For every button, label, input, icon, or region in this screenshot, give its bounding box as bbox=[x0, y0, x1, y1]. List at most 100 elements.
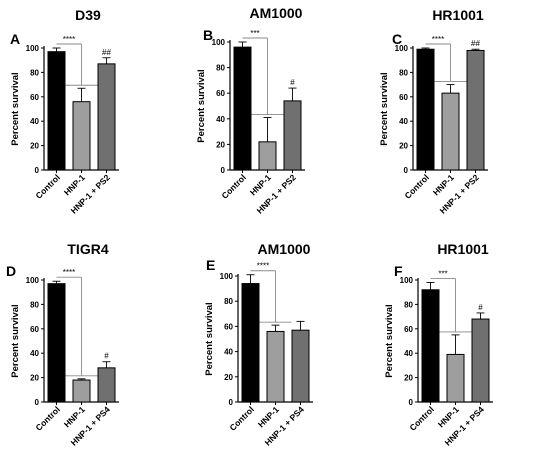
y-axis-label: Percent survival bbox=[384, 304, 395, 377]
chart-title: TIGR4 bbox=[67, 241, 108, 257]
significance-mark-0: *** bbox=[430, 269, 472, 333]
category-label: Control bbox=[33, 404, 61, 432]
significance-mark-1: ## bbox=[102, 48, 111, 57]
y-axis-label: Percent survival bbox=[196, 69, 207, 142]
significance-label: # bbox=[290, 78, 295, 87]
error-bar-0 bbox=[52, 47, 61, 52]
category-label: Control bbox=[33, 172, 61, 200]
chart-panel-d: D TIGR4 Percent survival 0 20 40 60 80 100 Contro… bbox=[6, 241, 119, 448]
y-axis-label: Percent survival bbox=[204, 302, 215, 375]
y-tick-label: 0 bbox=[229, 398, 234, 407]
significance-label: **** bbox=[63, 268, 75, 277]
y-tick-label: 40 bbox=[30, 349, 39, 358]
y-tick-label: 100 bbox=[395, 44, 409, 53]
y-tick-label: 40 bbox=[399, 117, 408, 126]
y-tick-label: 40 bbox=[30, 117, 39, 126]
significance-label: ## bbox=[471, 39, 480, 48]
y-tick-label: 40 bbox=[404, 349, 413, 358]
error-bar-1 bbox=[263, 117, 272, 142]
y-tick-label: 100 bbox=[400, 276, 414, 285]
bar-1 bbox=[72, 101, 91, 171]
error-bar-0 bbox=[246, 274, 255, 284]
error-bar-1 bbox=[77, 378, 86, 381]
y-tick-label: 40 bbox=[216, 115, 225, 124]
significance-mark-1: # bbox=[104, 352, 109, 361]
y-tick-label: 20 bbox=[399, 142, 408, 151]
significance-mark-1: # bbox=[478, 303, 483, 312]
y-tick-label: 80 bbox=[224, 297, 233, 306]
significance-label: **** bbox=[63, 35, 75, 44]
bar-0 bbox=[421, 289, 440, 403]
error-bar-0 bbox=[426, 281, 435, 290]
error-bar-1 bbox=[451, 334, 460, 355]
panel-letter: A bbox=[10, 31, 20, 47]
y-tick-label: 60 bbox=[404, 325, 413, 334]
significance-mark-1: # bbox=[290, 78, 295, 87]
y-tick-label: 40 bbox=[224, 348, 233, 357]
chart-panel-c: C HR1001 Percent survival 0 20 40 60 80 100 Contr… bbox=[379, 7, 488, 216]
y-tick-label: 80 bbox=[30, 300, 39, 309]
chart-title: AM1000 bbox=[250, 5, 303, 21]
error-bar-2 bbox=[296, 320, 305, 331]
y-axis-label: Percent survival bbox=[10, 304, 21, 377]
y-tick-label: 0 bbox=[409, 398, 414, 407]
y-tick-label: 0 bbox=[35, 398, 40, 407]
panel-letter: B bbox=[203, 27, 213, 43]
y-tick-label: 20 bbox=[404, 374, 413, 383]
error-bar-0 bbox=[421, 47, 430, 50]
significance-label: ## bbox=[102, 48, 111, 57]
y-tick-label: 100 bbox=[26, 276, 40, 285]
y-tick-label: 80 bbox=[399, 68, 408, 77]
y-axis-label: Percent survival bbox=[379, 72, 390, 145]
error-bar-2 bbox=[476, 312, 485, 320]
error-bar-0 bbox=[52, 280, 61, 284]
chart-title: HR1001 bbox=[437, 241, 489, 257]
error-bar-2 bbox=[471, 48, 480, 51]
chart-title: AM1000 bbox=[258, 241, 311, 257]
significance-mark-0: *** bbox=[242, 29, 284, 115]
category-label: Control bbox=[407, 404, 435, 432]
bar-0 bbox=[241, 283, 260, 403]
bar-1 bbox=[266, 330, 285, 403]
bar-2 bbox=[97, 63, 116, 171]
y-tick-label: 60 bbox=[30, 93, 39, 102]
significance-mark-0: **** bbox=[425, 35, 467, 83]
bar-1 bbox=[446, 353, 465, 403]
chart-panel-e: E AM1000 Percent survival 0 20 40 60 80 100 Contr… bbox=[204, 241, 313, 448]
significance-label: # bbox=[104, 352, 109, 361]
y-tick-label: 100 bbox=[220, 272, 234, 281]
y-tick-label: 80 bbox=[216, 64, 225, 73]
bar-2 bbox=[291, 329, 310, 403]
bar-2 bbox=[471, 318, 490, 403]
y-tick-label: 0 bbox=[221, 166, 226, 175]
y-tick-label: 60 bbox=[399, 93, 408, 102]
y-tick-label: 80 bbox=[30, 68, 39, 77]
y-tick-label: 20 bbox=[30, 142, 39, 151]
y-tick-label: 60 bbox=[216, 89, 225, 98]
panel-letter: F bbox=[394, 263, 403, 279]
error-bar-1 bbox=[271, 324, 280, 332]
y-tick-label: 80 bbox=[404, 300, 413, 309]
error-bar-2 bbox=[102, 361, 111, 368]
error-bar-2 bbox=[288, 87, 297, 101]
y-tick-label: 20 bbox=[30, 374, 39, 383]
significance-label: **** bbox=[432, 35, 444, 44]
error-bar-1 bbox=[77, 87, 86, 102]
y-tick-label: 60 bbox=[224, 322, 233, 331]
significance-label: # bbox=[478, 303, 483, 312]
bar-2 bbox=[466, 49, 485, 171]
y-tick-label: 60 bbox=[30, 325, 39, 334]
y-tick-label: 20 bbox=[216, 140, 225, 149]
category-label: Control bbox=[227, 404, 255, 432]
significance-mark-1: ## bbox=[471, 39, 480, 48]
error-bar-2 bbox=[102, 57, 111, 64]
category-label: Control bbox=[219, 172, 247, 200]
chart-panel-b: B AM1000 Percent survival 0 20 40 60 80 100 Contr… bbox=[196, 5, 305, 216]
panel-letter: D bbox=[6, 263, 16, 279]
y-tick-label: 0 bbox=[35, 166, 40, 175]
y-tick-label: 20 bbox=[224, 373, 233, 382]
panel-letter: C bbox=[392, 31, 402, 47]
y-tick-label: 100 bbox=[26, 44, 40, 53]
panel-letter: E bbox=[206, 257, 215, 273]
